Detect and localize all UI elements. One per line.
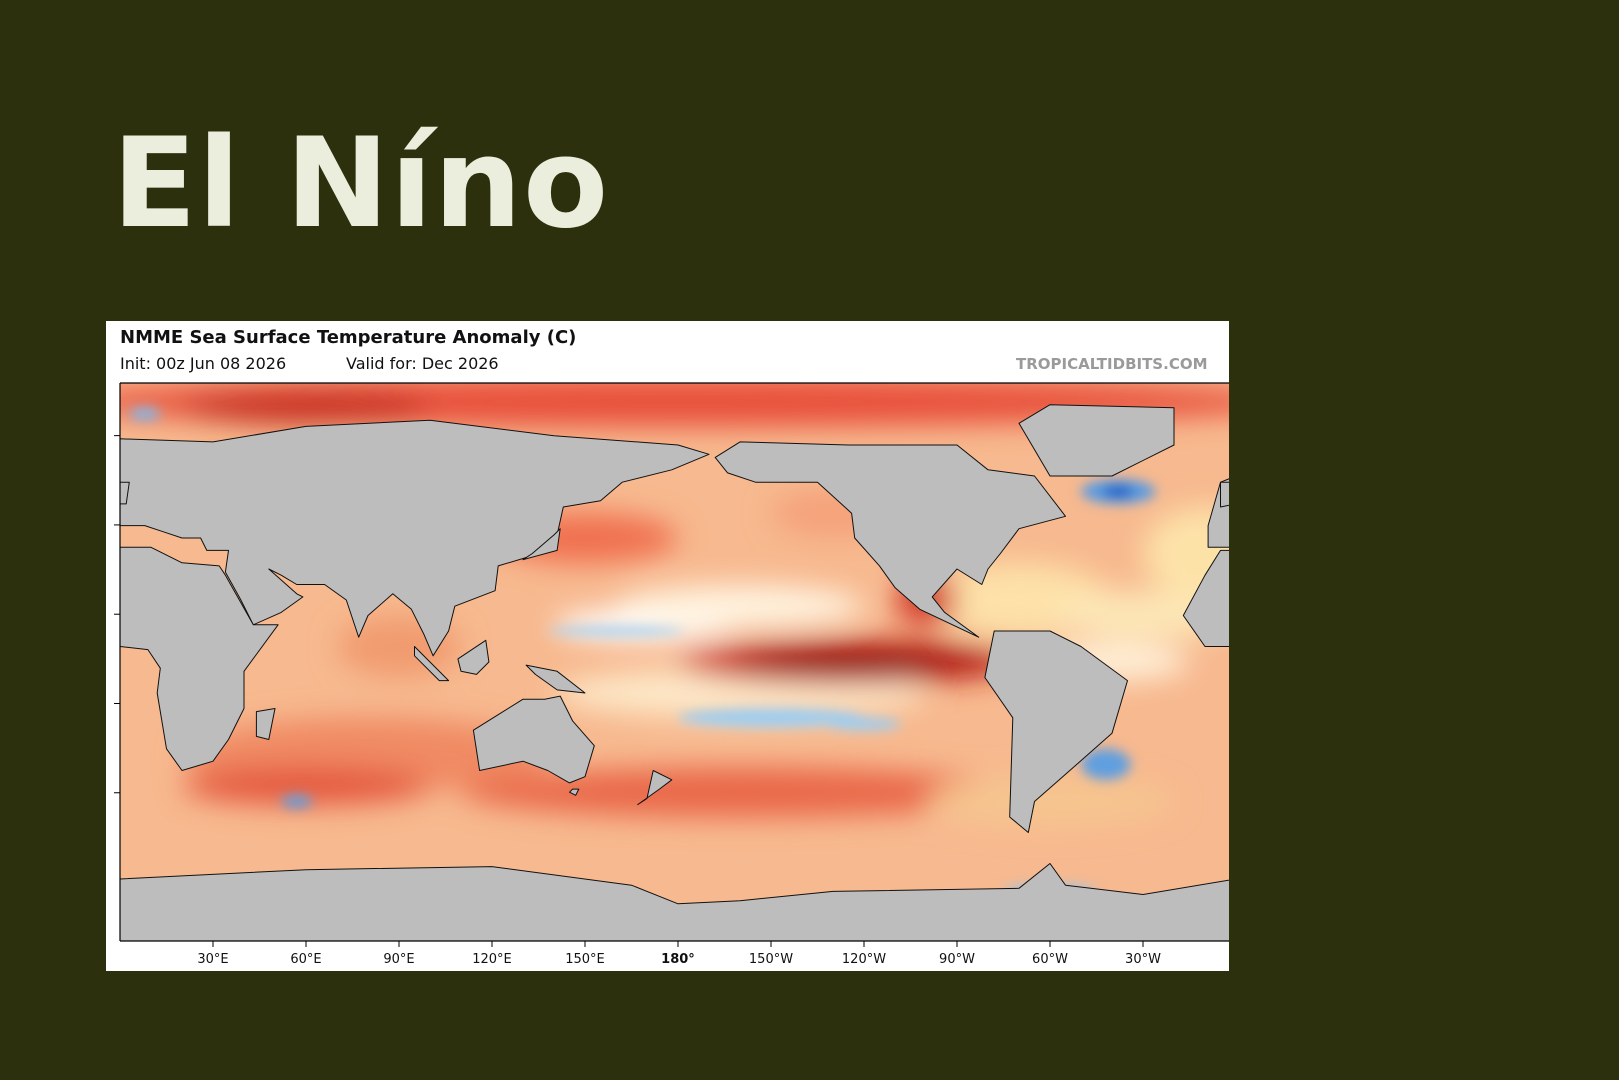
map-valid: Valid for: Dec 2026 <box>346 354 499 373</box>
north-america <box>714 441 1066 638</box>
cool-area <box>1081 748 1131 780</box>
x-tick-label: 30°W <box>1125 952 1161 967</box>
map-figure: NMME Sea Surface Temperature Anomaly (C)… <box>106 321 1229 971</box>
eurasia <box>120 419 710 657</box>
x-tick-label: 120°W <box>842 952 886 967</box>
tasmania <box>569 788 580 796</box>
japan <box>522 528 561 561</box>
x-tick-label: 60°E <box>290 952 321 967</box>
anomaly-area <box>461 767 1019 817</box>
x-axis: 30°E 60°E 90°E 120°E 150°E 180° 150°W 120°W 90°W… <box>114 435 1229 967</box>
cool-area <box>678 708 864 728</box>
map-title: NMME Sea Surface Temperature Anomaly (C) <box>120 327 576 348</box>
slide-title: El Níno <box>112 112 610 256</box>
cool-area <box>826 717 902 731</box>
madagascar <box>255 708 276 740</box>
anomaly-field <box>120 383 1229 827</box>
greenland <box>1018 404 1175 477</box>
cool-area <box>129 407 161 421</box>
x-tick-label: 150°E <box>565 952 605 967</box>
anomaly-area <box>616 584 864 628</box>
anomaly-area <box>182 392 430 424</box>
britain <box>120 481 130 505</box>
x-tick-label: 150°W <box>749 952 793 967</box>
map-init: Init: 00z Jun 08 2026 <box>120 354 286 373</box>
x-tick-label: 60°W <box>1032 952 1068 967</box>
anomaly-area <box>182 767 430 805</box>
south-america <box>984 630 1128 833</box>
x-tick-label: 90°E <box>383 952 414 967</box>
sst-map <box>120 383 1229 941</box>
anomaly-area <box>926 776 1174 827</box>
land <box>120 404 1229 941</box>
x-tick-label: 90°W <box>939 952 975 967</box>
x-tick-label: 120°E <box>472 952 512 967</box>
africa <box>120 546 279 771</box>
new-zealand <box>637 770 673 806</box>
borneo <box>457 639 490 675</box>
antarctica <box>120 863 1229 941</box>
cool-area <box>281 795 313 808</box>
africa-west <box>1182 549 1229 647</box>
x-tick-label: 180° <box>661 952 695 967</box>
x-tick-label: 30°E <box>197 952 228 967</box>
cool-area <box>1102 485 1134 498</box>
cool-anomalies <box>129 407 1156 898</box>
australia <box>472 695 595 784</box>
new-guinea <box>525 664 586 694</box>
cool-area <box>547 626 685 636</box>
anomaly-area <box>1050 590 1229 641</box>
britain-west <box>1220 481 1229 508</box>
sumatra <box>414 646 450 682</box>
map-credit: TROPICALTIDBITS.COM <box>1016 355 1208 373</box>
anomaly-area <box>755 652 942 672</box>
